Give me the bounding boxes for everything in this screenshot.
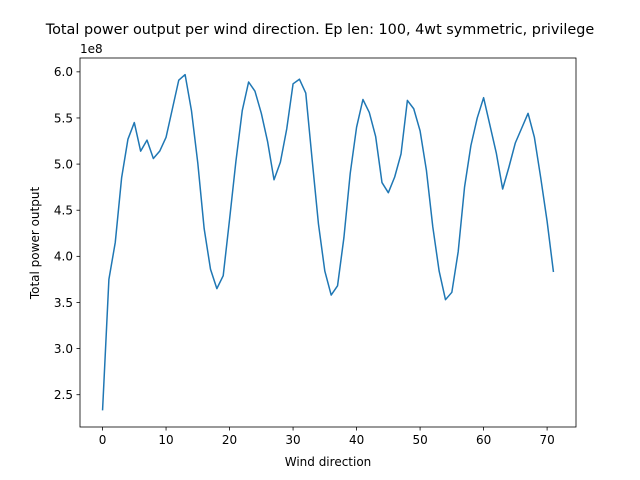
y-tick-label: 5.0 [54, 157, 73, 171]
x-axis-label: Wind direction [285, 455, 372, 469]
chart-title: Total power output per wind direction. E… [45, 22, 595, 38]
x-tick-label: 0 [99, 433, 107, 447]
y-multiplier-label: 1e8 [80, 42, 103, 56]
plot-frame [79, 57, 577, 428]
x-tick-label: 40 [349, 433, 364, 447]
x-tick-label: 10 [158, 433, 173, 447]
y-tick-label: 3.0 [54, 342, 73, 356]
x-tick-label: 70 [539, 433, 554, 447]
y-tick-label: 6.0 [54, 65, 73, 79]
y-axis-label: Total power output [28, 187, 42, 301]
series-line-0 [101, 73, 555, 411]
x-tick-label: 50 [412, 433, 427, 447]
y-tick-label: 5.5 [54, 111, 73, 125]
x-tick-label: 20 [222, 433, 237, 447]
y-axis-ticks: 2.5 3.0 3.5 4.0 4.5 5.0 5.5 6.0 [54, 65, 80, 402]
y-tick-label: 4.5 [54, 204, 73, 218]
x-tick-label: 60 [476, 433, 491, 447]
plot-area [101, 73, 555, 411]
y-tick-label: 2.5 [54, 388, 73, 402]
y-tick-label: 4.0 [54, 250, 73, 264]
x-axis-ticks: 0 10 20 30 40 50 60 70 [99, 427, 555, 447]
x-tick-label: 30 [285, 433, 300, 447]
y-tick-label: 3.5 [54, 296, 73, 310]
